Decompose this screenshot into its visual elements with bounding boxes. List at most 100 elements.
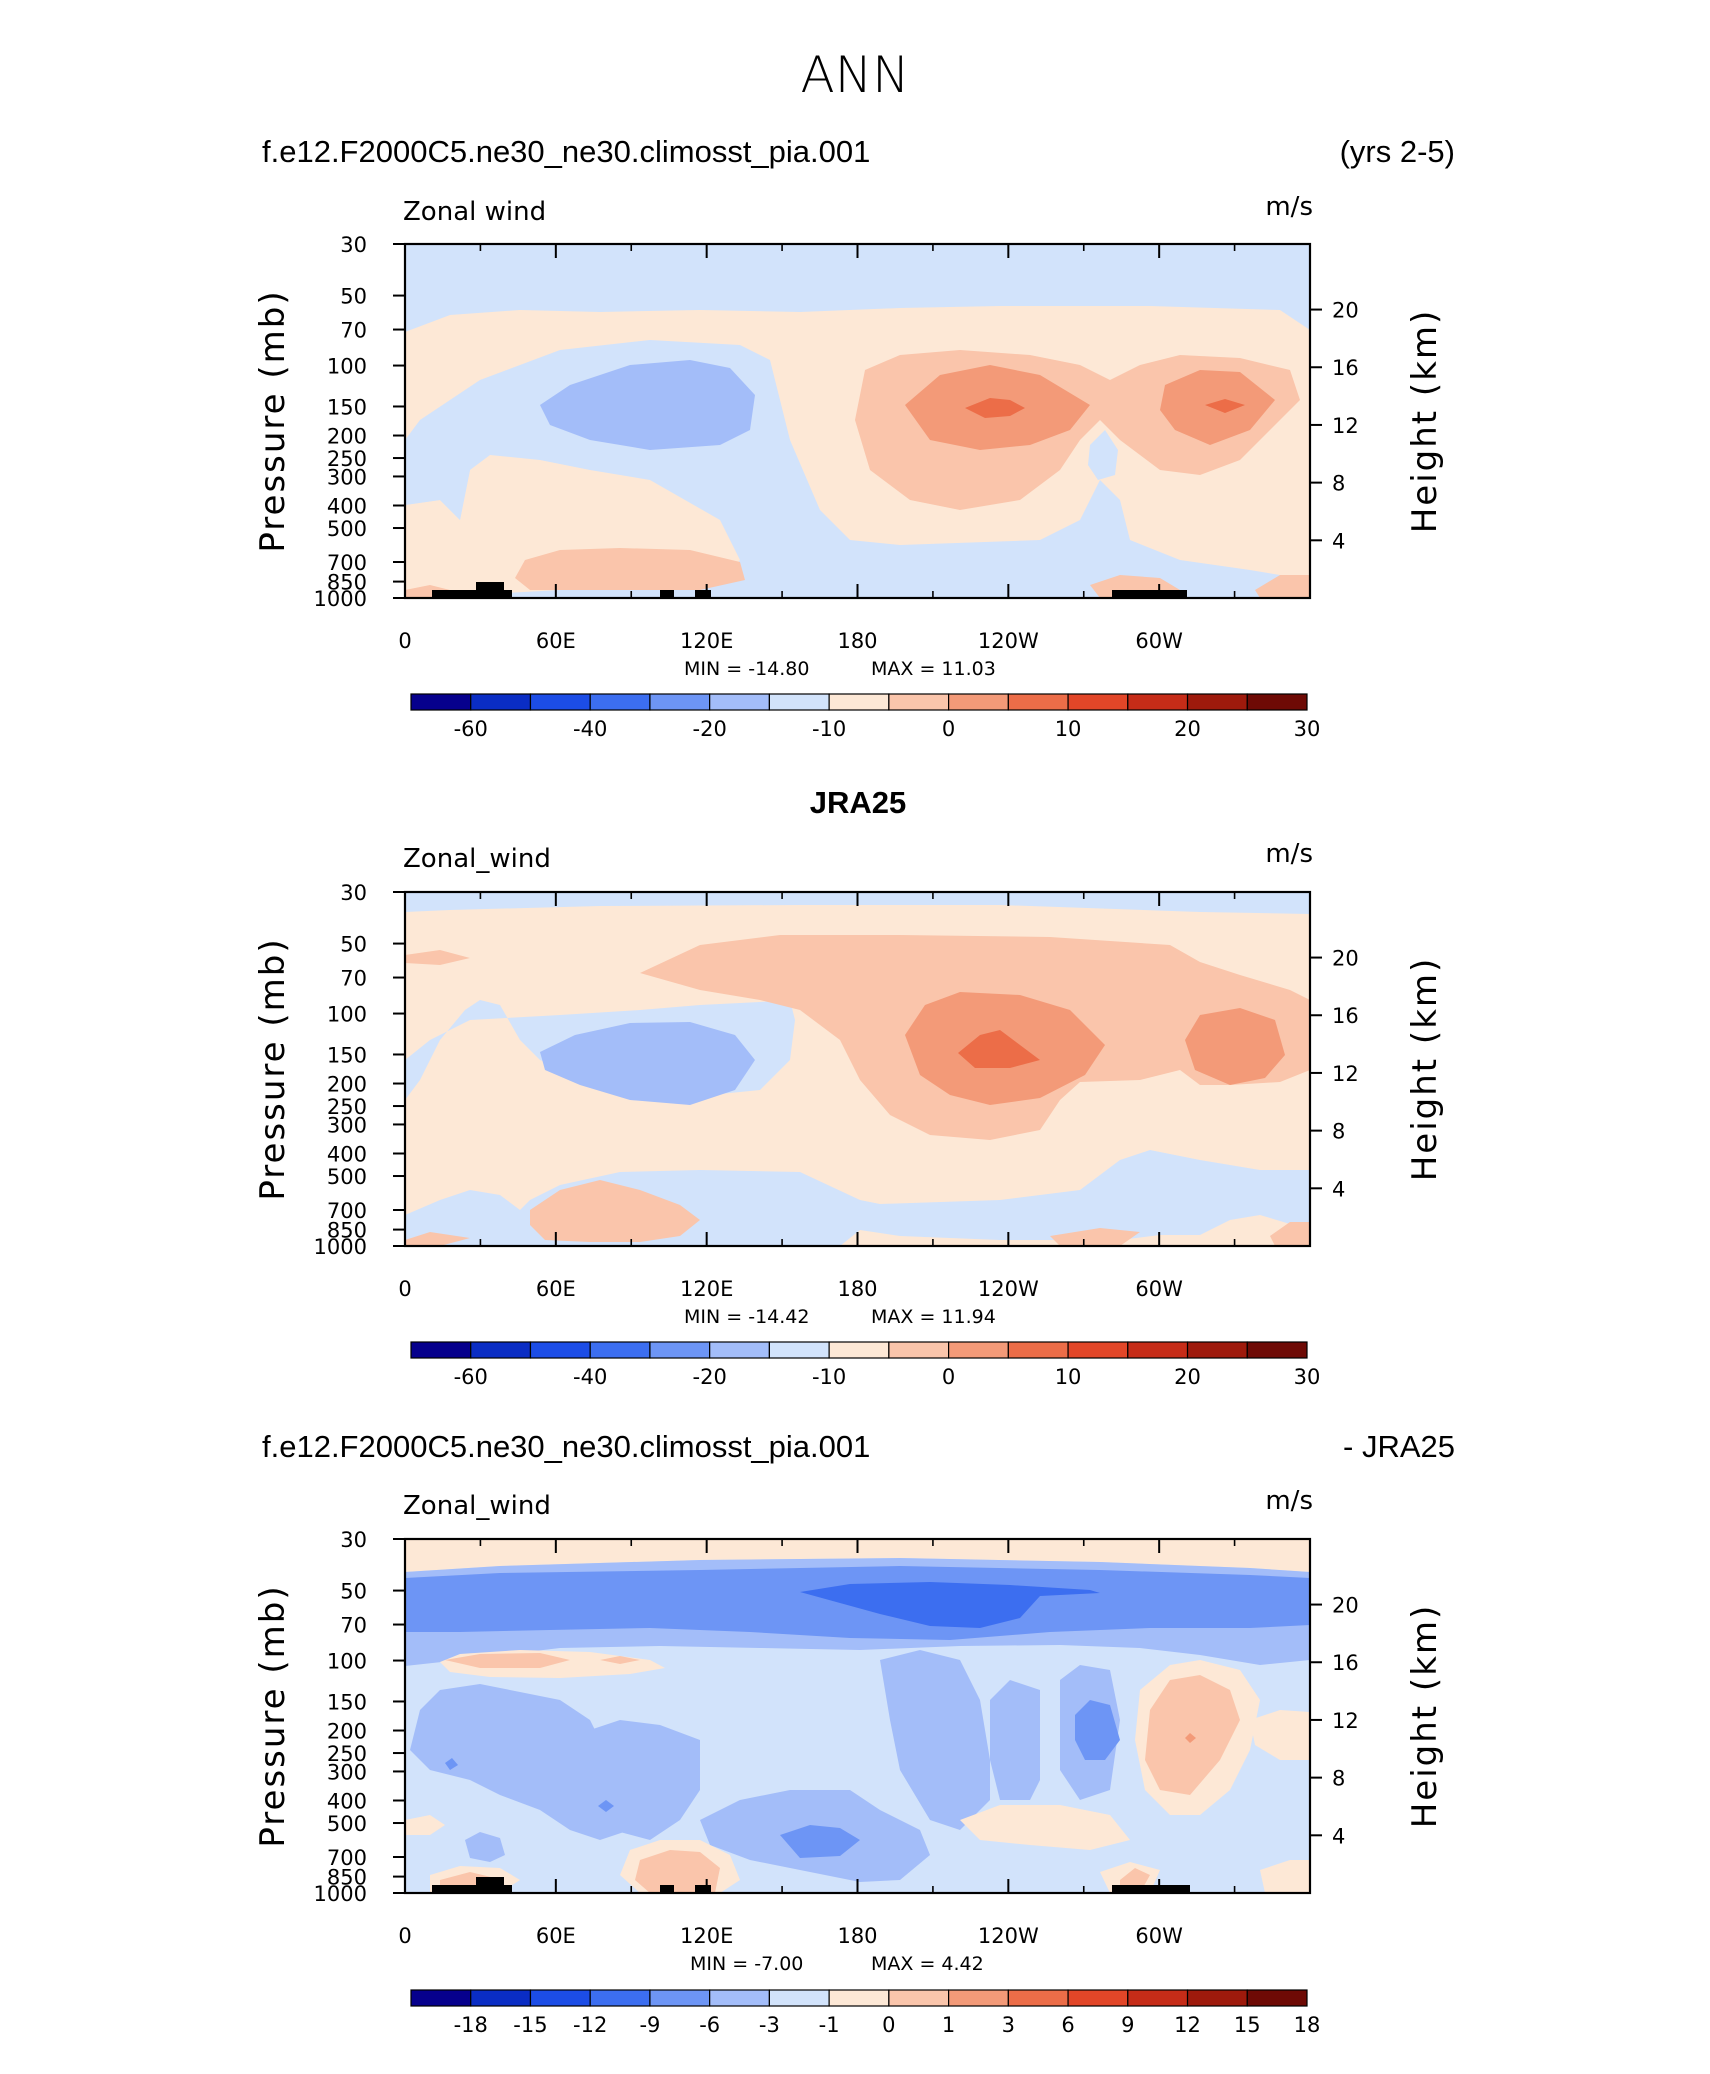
colorbar-swatch — [888, 1989, 950, 2007]
panel1-colorbar: -60 -40 -20 -10 0 10 20 30 — [410, 693, 1321, 741]
colorbar-label: 30 — [1294, 717, 1321, 741]
colorbar-swatch — [470, 693, 532, 711]
panel1-negative-core — [540, 360, 755, 450]
panel3-ytick-label: 1000 — [314, 1882, 367, 1906]
panel3-htick-label: 16 — [1332, 1651, 1359, 1675]
panel2-ytick-label: 300 — [327, 1113, 367, 1137]
colorbar-label: 20 — [1174, 1365, 1201, 1389]
colorbar-swatch — [470, 1989, 532, 2007]
panel3-htick-label: 12 — [1332, 1709, 1359, 1733]
panel3-ytick-label: 30 — [340, 1528, 367, 1552]
panel2-xtick-label: 60E — [536, 1277, 576, 1301]
panel1-ytick-label: 200 — [327, 425, 367, 449]
panel3-xtick-label: 60E — [536, 1924, 576, 1948]
colorbar-swatch — [1127, 693, 1189, 711]
colorbar-label: 10 — [1055, 1365, 1082, 1389]
panel3-xtick-label: 120E — [680, 1924, 733, 1948]
colorbar-label: 10 — [1055, 717, 1082, 741]
panel2-ytick-label: 400 — [327, 1142, 367, 1166]
colorbar-swatch — [410, 1989, 472, 2007]
panel2-colorbar: -60 -40 -20 -10 0 10 20 30 — [410, 1341, 1320, 1389]
colorbar-swatch — [888, 693, 950, 711]
panel2-ytick-label: 150 — [327, 1043, 367, 1067]
panel1-ytick-label: 300 — [327, 465, 367, 489]
colorbar-swatch — [888, 1341, 950, 1359]
panel1-height-axis-label: Height (km) — [1405, 309, 1445, 534]
colorbar-label: 3 — [1002, 2013, 1015, 2037]
panel1-xtick-label: 60E — [536, 629, 576, 653]
colorbar-swatch — [1186, 1341, 1248, 1359]
panel3-colorbar: -18 -15 -12 -9 -6 -3 -1 0 1 3 6 9 12 15 18 — [410, 1989, 1321, 2037]
panel3-ytick-label: 850 — [327, 1866, 367, 1890]
colorbar-label: -12 — [573, 2013, 607, 2037]
panel1-ytick-label: 500 — [327, 517, 367, 541]
panel1-xtick-label: 120E — [680, 629, 733, 653]
panel1-ytick-label: 250 — [327, 447, 367, 471]
panel1-ytick-label: 50 — [340, 285, 367, 309]
colorbar-label: -40 — [573, 717, 607, 741]
colorbar-label: -20 — [693, 1365, 727, 1389]
colorbar-swatch — [1186, 1989, 1248, 2007]
panel1-max-label: MAX = 11.03 — [871, 658, 996, 680]
panel2-max-label: MAX = 11.94 — [871, 1306, 996, 1328]
panel1-htick-label: 20 — [1332, 299, 1359, 323]
panel1-ytick-label: 70 — [340, 319, 367, 343]
colorbar-swatch — [828, 693, 890, 711]
colorbar-label: 6 — [1061, 2013, 1074, 2037]
panel1-ytick-label: 150 — [327, 395, 367, 419]
panel1-xtick-label: 180 — [837, 629, 877, 653]
panel-model: f.e12.F2000C5.ne30_ne30.climosst_pia.001… — [253, 134, 1455, 741]
panel2-pressure-axis-label: Pressure (mb) — [253, 937, 293, 1200]
colorbar-swatch — [1246, 693, 1308, 711]
colorbar-swatch — [589, 1341, 651, 1359]
panel3-ytick-label: 300 — [327, 1760, 367, 1784]
colorbar-label: 12 — [1174, 2013, 1201, 2037]
panel3-ytick-label: 50 — [340, 1580, 367, 1604]
colorbar-swatch — [709, 1341, 771, 1359]
panel2-htick-label: 8 — [1332, 1120, 1345, 1144]
colorbar-swatch — [589, 693, 651, 711]
colorbar-swatch — [1127, 1341, 1189, 1359]
colorbar-swatch — [828, 1341, 890, 1359]
panel2-ytick-label: 1000 — [314, 1235, 367, 1259]
colorbar-label: -20 — [693, 717, 727, 741]
panel2-min-label: MIN = -14.42 — [684, 1306, 809, 1328]
panel-diff: f.e12.F2000C5.ne30_ne30.climosst_pia.001… — [253, 1429, 1455, 2037]
panel1-htick-label: 12 — [1332, 414, 1359, 438]
colorbar-swatch — [1246, 1989, 1308, 2007]
panel3-htick-label: 20 — [1332, 1594, 1359, 1618]
colorbar-swatch — [947, 1341, 1009, 1359]
panel1-xtick-label: 120W — [978, 629, 1039, 653]
panel2-ytick-label: 850 — [327, 1219, 367, 1243]
panel3-min-label: MIN = -7.00 — [690, 1953, 803, 1975]
panel3-xtick-label: 0 — [398, 1924, 411, 1948]
panel1-field-label: Zonal wind — [403, 197, 546, 227]
colorbar-swatch — [470, 1341, 532, 1359]
panel2-ytick-label: 500 — [327, 1165, 367, 1189]
colorbar-swatch — [1246, 1341, 1308, 1359]
panel3-ytick-label: 150 — [327, 1690, 367, 1714]
colorbar-swatch — [649, 1341, 711, 1359]
colorbar-swatch — [947, 693, 1009, 711]
colorbar-label: 18 — [1294, 2013, 1321, 2037]
panel1-plot-area — [405, 244, 1310, 598]
colorbar-swatch — [768, 1989, 830, 2007]
colorbar-label: 20 — [1174, 717, 1201, 741]
colorbar-swatch — [649, 1989, 711, 2007]
colorbar-swatch — [529, 1341, 591, 1359]
panel2-htick-label: 20 — [1332, 947, 1359, 971]
panel3-ytick-label: 500 — [327, 1812, 367, 1836]
panel3-htick-label: 4 — [1332, 1824, 1345, 1848]
panel1-htick-label: 16 — [1332, 356, 1359, 380]
panel1-right-title: (yrs 2-5) — [1340, 134, 1455, 169]
colorbar-label: 15 — [1234, 2013, 1261, 2037]
panel3-max-label: MAX = 4.42 — [871, 1953, 984, 1975]
panel2-center-title: JRA25 — [810, 785, 907, 820]
colorbar-swatch — [828, 1989, 890, 2007]
colorbar-swatch — [1067, 1989, 1129, 2007]
panel1-ytick-label: 400 — [327, 494, 367, 518]
panel3-field-label: Zonal_wind — [403, 1491, 551, 1521]
colorbar-label: -9 — [639, 2013, 660, 2037]
